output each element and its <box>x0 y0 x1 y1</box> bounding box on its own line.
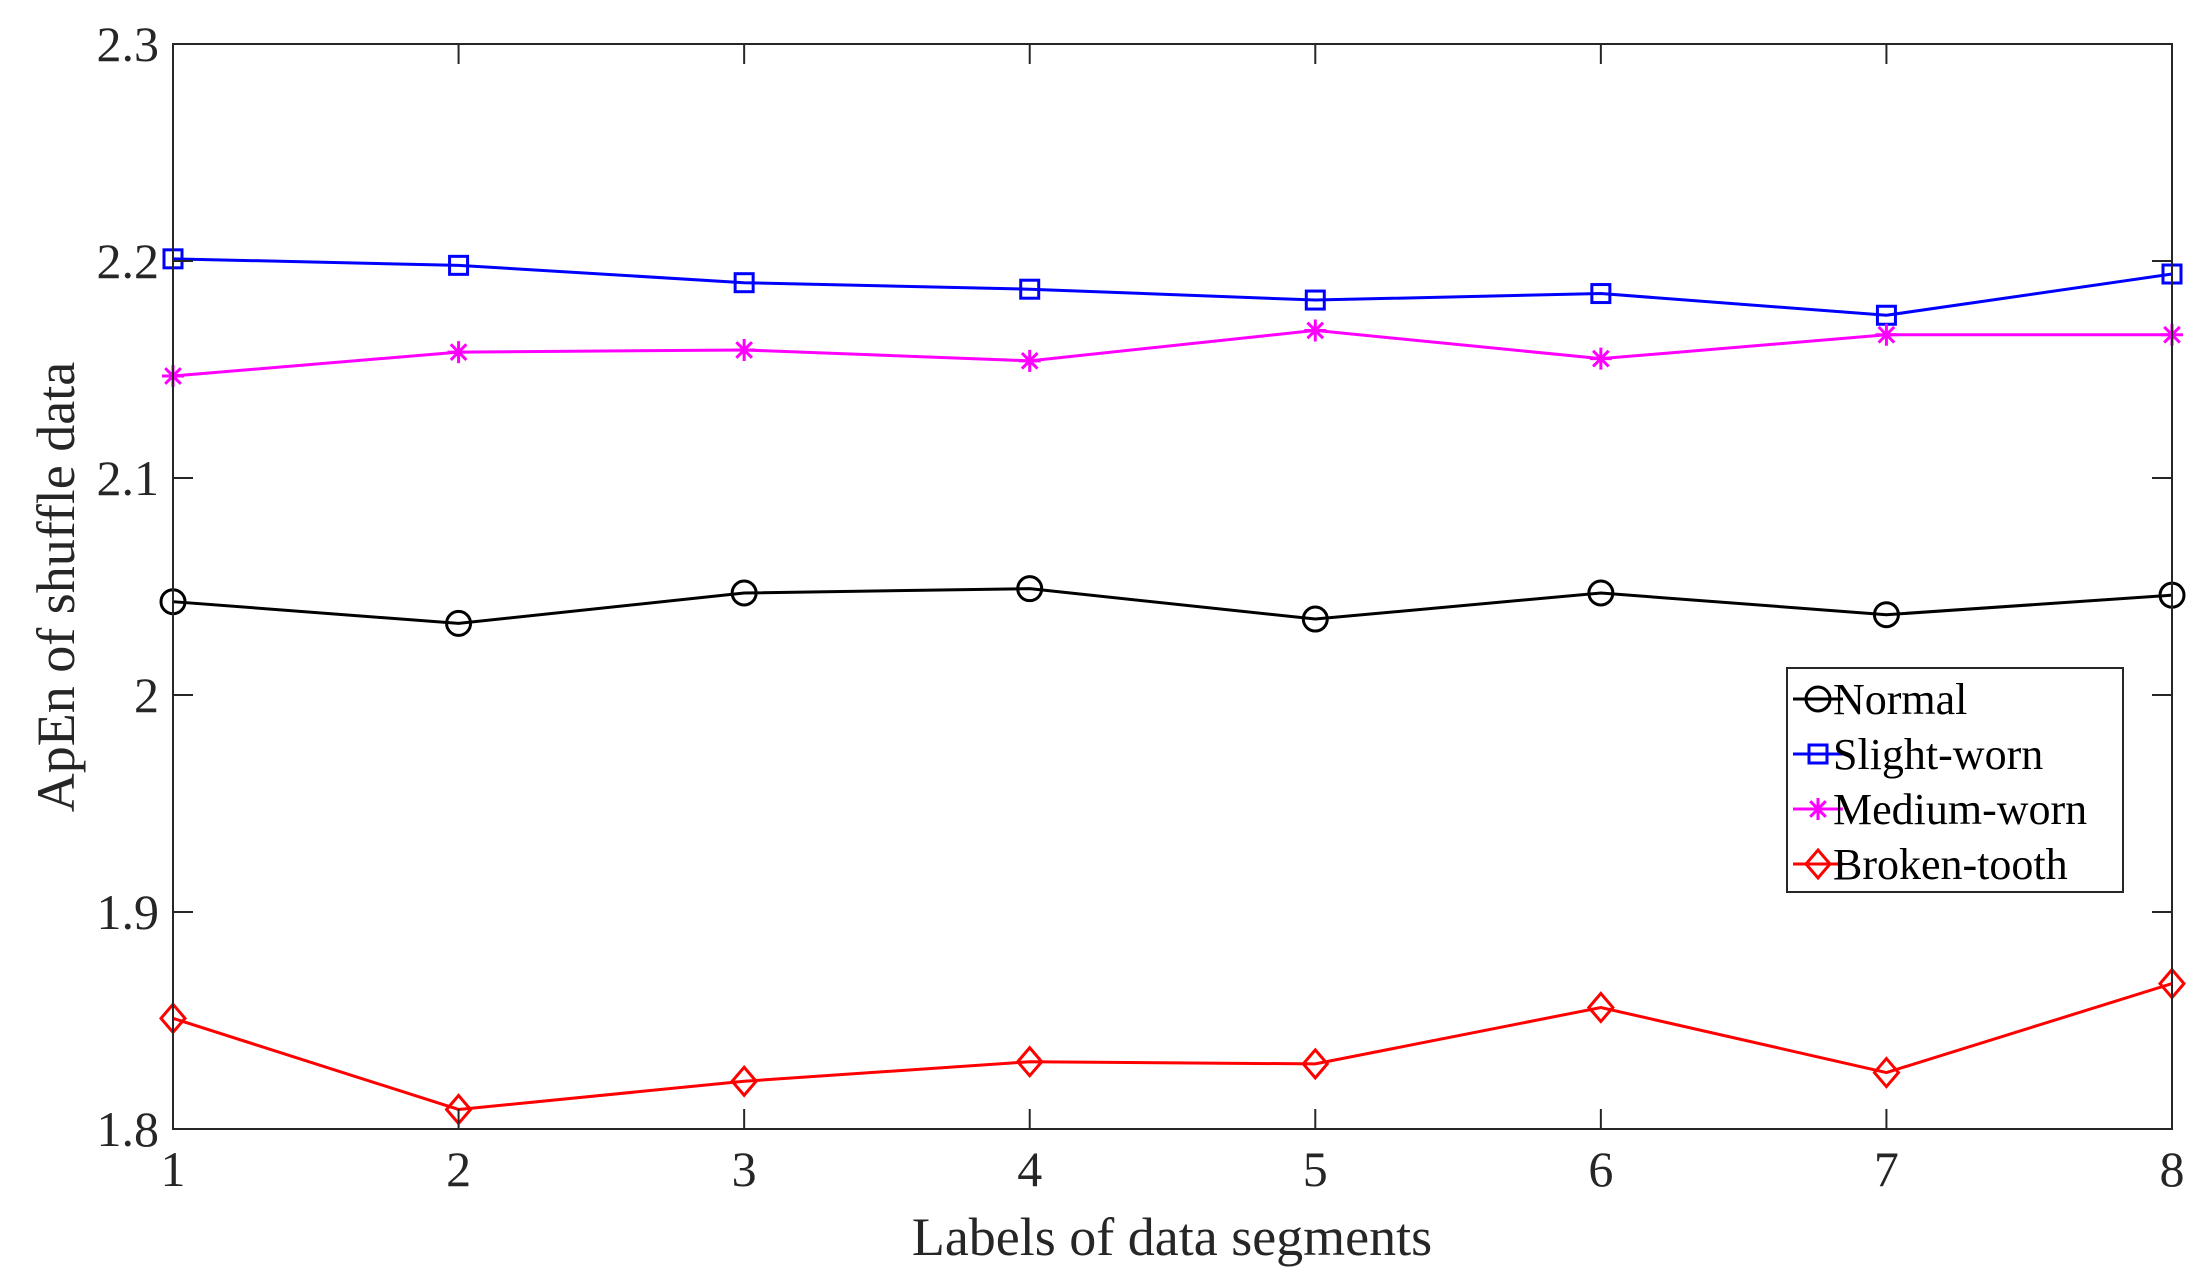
data-point-medium-worn <box>1018 349 1041 372</box>
data-point-broken-tooth <box>1301 1047 1330 1081</box>
y-tick-label: 1.8 <box>97 1101 160 1157</box>
y-tick-label: 2.2 <box>97 233 160 289</box>
x-tick-label: 1 <box>161 1141 186 1197</box>
legend-label-broken-tooth: Broken-tooth <box>1833 840 2068 889</box>
x-axis-title: Labels of data segments <box>912 1207 1432 1267</box>
y-tick-label: 2.1 <box>97 450 160 506</box>
legend-marker-normal <box>1804 685 1832 713</box>
series-line-broken-tooth <box>172 982 2173 1111</box>
data-point-broken-tooth <box>730 1064 759 1098</box>
legend-box <box>1786 667 2124 893</box>
legend-marker-slight-worn <box>1807 743 1829 765</box>
data-point-normal <box>1016 575 1044 603</box>
x-tick-label: 5 <box>1303 1141 1328 1197</box>
data-point-medium-worn <box>733 338 756 361</box>
plot-area <box>173 44 2172 1129</box>
legend-label-medium-worn: Medium-worn <box>1833 785 2087 834</box>
legend-marker-broken-tooth <box>1804 847 1832 881</box>
data-point-broken-tooth <box>1872 1056 1901 1089</box>
data-point-normal <box>445 609 473 637</box>
data-point-slight-worn <box>733 272 755 294</box>
series-line-normal <box>172 587 2173 625</box>
data-point-broken-tooth <box>1015 1045 1044 1079</box>
y-tick-label: 2 <box>134 667 159 723</box>
legend: Normal Slight-worn Medium-worn Broken-tooth <box>1786 667 2124 893</box>
legend-label-normal: Normal <box>1833 675 1967 724</box>
x-tick-label: 6 <box>1588 1141 1613 1197</box>
series-line-medium-worn <box>172 328 2172 378</box>
data-point-normal <box>730 579 758 607</box>
data-point-slight-worn <box>1019 278 1041 300</box>
y-tick-label: 1.9 <box>97 884 160 940</box>
x-tick-label: 4 <box>1017 1141 1042 1197</box>
data-point-normal <box>1301 605 1329 633</box>
data-point-slight-worn <box>1590 283 1612 305</box>
x-tick-label: 7 <box>1874 1141 1899 1197</box>
data-point-slight-worn <box>448 254 470 276</box>
data-point-broken-tooth <box>1586 991 1615 1024</box>
x-tick-label: 2 <box>446 1141 471 1197</box>
data-point-slight-worn <box>1304 289 1326 311</box>
x-tick-label: 8 <box>2160 1141 2185 1197</box>
data-point-medium-worn <box>447 341 470 364</box>
y-axis-title: ApEn of shuffle data <box>26 362 86 812</box>
x-tick-label: 3 <box>732 1141 757 1197</box>
data-point-medium-worn <box>1875 323 1898 346</box>
legend-label-slight-worn: Slight-worn <box>1833 730 2043 779</box>
data-point-medium-worn <box>1304 319 1327 342</box>
ticks-layer: 1 2 3 4 5 6 7 8 1.8 1.9 2 2.1 2.2 2.3 <box>97 16 2185 1197</box>
legend-marker-medium-worn <box>1807 798 1829 820</box>
data-point-medium-worn <box>1589 347 1612 370</box>
axes-box <box>172 43 2173 1130</box>
data-point-normal <box>1872 601 1900 629</box>
y-tick-label: 2.3 <box>97 16 160 72</box>
series-line-slight-worn <box>172 257 2173 317</box>
data-point-normal <box>1587 579 1615 607</box>
